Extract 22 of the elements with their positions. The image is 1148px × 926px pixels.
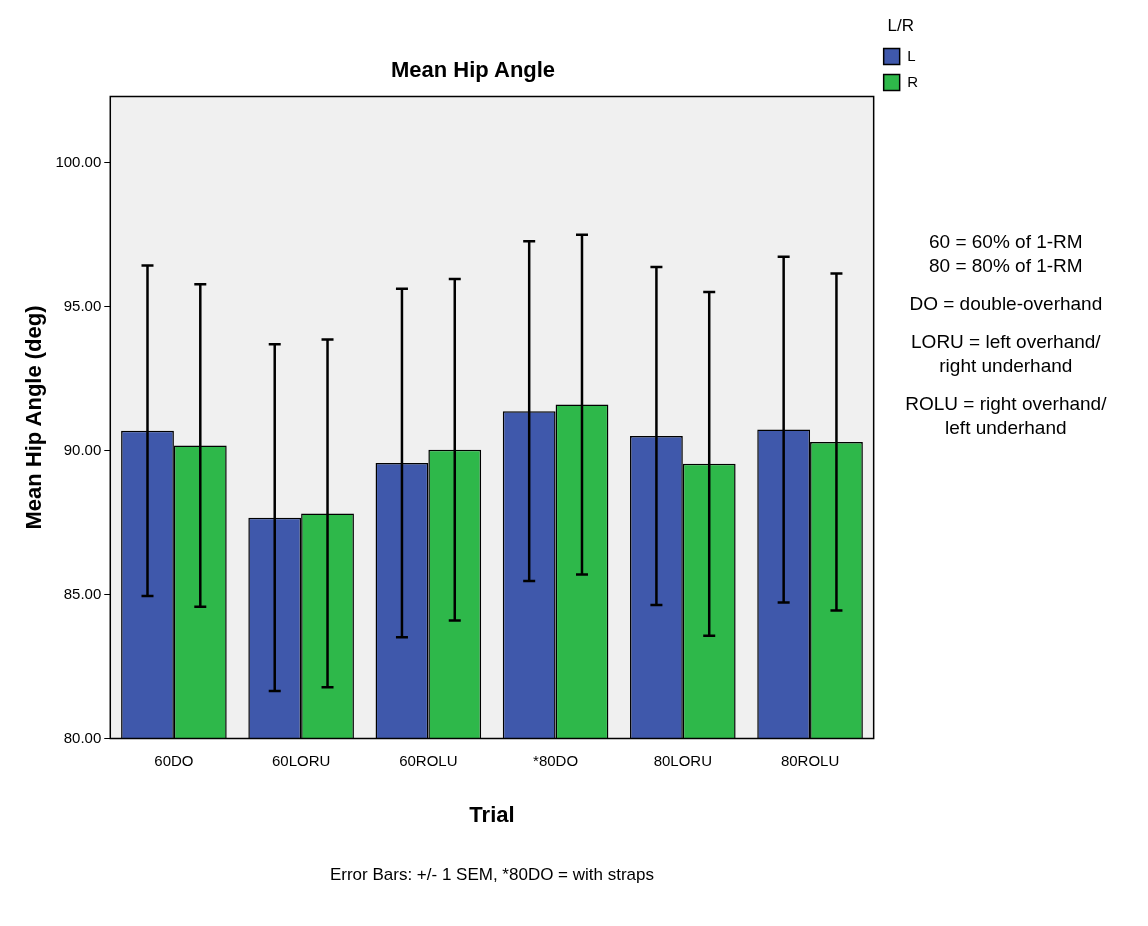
- x-tick-label: *80DO: [533, 751, 579, 769]
- x-tick-label: 60ROLU: [399, 751, 458, 769]
- text: 60 = 60% of 1-RM 80 = 80% of 1-RM: [929, 231, 1083, 277]
- chart-title: Mean Hip Angle: [390, 57, 556, 83]
- x-tick-label: 60DO: [154, 751, 194, 769]
- y-tick-label: 100.00: [55, 152, 102, 170]
- x-tick-label: 60LORU: [271, 751, 331, 769]
- y-tick-label: 80.00: [63, 728, 102, 746]
- text: LORU = left overhand/ right underhand: [911, 331, 1102, 377]
- legend-label: L: [907, 46, 916, 64]
- x-axis-title: Trial: [469, 801, 515, 827]
- legend-label: R: [907, 72, 919, 90]
- y-tick-label: 85.00: [63, 584, 102, 602]
- x-tick-label: 80LORU: [653, 751, 712, 769]
- y-tick-label: 95.00: [63, 296, 102, 314]
- text: Error Bars: +/- 1 SEM, *80DO = with straps: [329, 864, 654, 884]
- legend-title: L/R: [887, 16, 915, 36]
- text: DO = double-overhand: [909, 293, 1103, 315]
- y-axis-title: Mean Hip Angle (deg): [21, 305, 47, 530]
- text: ROLU = right overhand/ left underhand: [905, 393, 1108, 439]
- x-tick-label: 80ROLU: [780, 751, 840, 769]
- y-tick-label: 90.00: [63, 440, 102, 458]
